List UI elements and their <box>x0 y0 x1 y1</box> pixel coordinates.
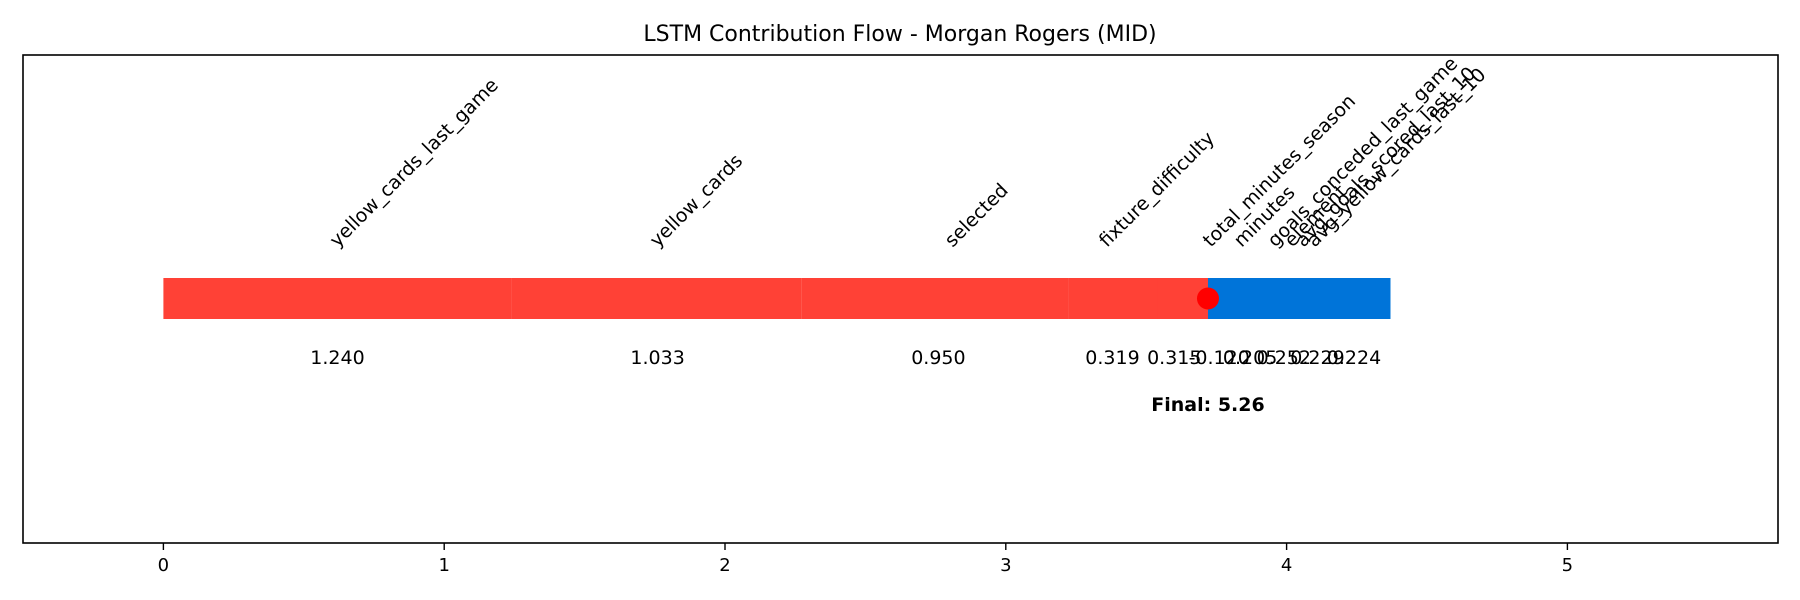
x-tick-label: 4 <box>1281 555 1292 576</box>
value-label-minutes: -0.120 <box>1189 347 1250 369</box>
x-tick-label: 0 <box>158 555 169 576</box>
bar-segment-selected <box>801 278 1069 319</box>
bar-segment-fixture-difficulty <box>1068 278 1158 319</box>
plot-area <box>22 54 1779 544</box>
value-label-selected: 0.950 <box>911 347 965 369</box>
contribution-bar <box>163 277 1568 320</box>
x-tick-label: 2 <box>719 555 730 576</box>
current-value-marker-layer <box>1196 287 1219 310</box>
x-axis: 0 1 2 3 4 5 <box>158 543 1573 576</box>
feature-label-yellow-cards-last-game: yellow_cards_last_game <box>325 74 502 251</box>
value-labels: 1.240 1.033 0.950 0.319 0.315-0.1200.2050.25… <box>310 347 1381 369</box>
value-label-total-minutes-season: 0.315 <box>1147 347 1201 369</box>
bar-end-mask <box>1390 277 1568 320</box>
feature-label-fixture-difficulty: fixture_difficulty <box>1095 127 1219 251</box>
bar-segment-yellow-cards <box>511 278 802 319</box>
current-value-marker <box>1196 287 1219 310</box>
x-tick-label: 1 <box>438 555 449 576</box>
value-label-yellow-cards-last-game: 1.240 <box>310 347 364 369</box>
value-label-avg-goals-scored-last-10: 0.229 <box>1290 347 1344 369</box>
feature-label-selected: selected <box>940 179 1012 251</box>
bar-segment-yellow-cards-last-game <box>163 278 512 319</box>
value-label-goals-conceded-last-game: 0.205 <box>1223 347 1277 369</box>
value-label-element: 0.252 <box>1257 347 1311 369</box>
feature-label-avg-yellow-cards-last-10: avg_yellow_cards_last_10 <box>1303 64 1491 252</box>
feature-label-yellow-cards: yellow_cards <box>646 150 748 252</box>
final-value-label: Final: 5.26 <box>1151 394 1264 416</box>
value-label-avg-yellow-cards-last-10: 0.224 <box>1327 347 1381 369</box>
value-label-fixture-difficulty: 0.319 <box>1085 347 1139 369</box>
feature-labels: yellow_cards_last_game yellow_cards select… <box>325 53 1490 252</box>
chart-title: LSTM Contribution Flow - Morgan Rogers (… <box>643 22 1156 47</box>
x-tick-label: 3 <box>1000 555 1011 576</box>
x-tick-label: 5 <box>1562 555 1573 576</box>
value-label-yellow-cards: 1.033 <box>630 347 684 369</box>
bar-segment-remaining <box>1207 278 1391 319</box>
